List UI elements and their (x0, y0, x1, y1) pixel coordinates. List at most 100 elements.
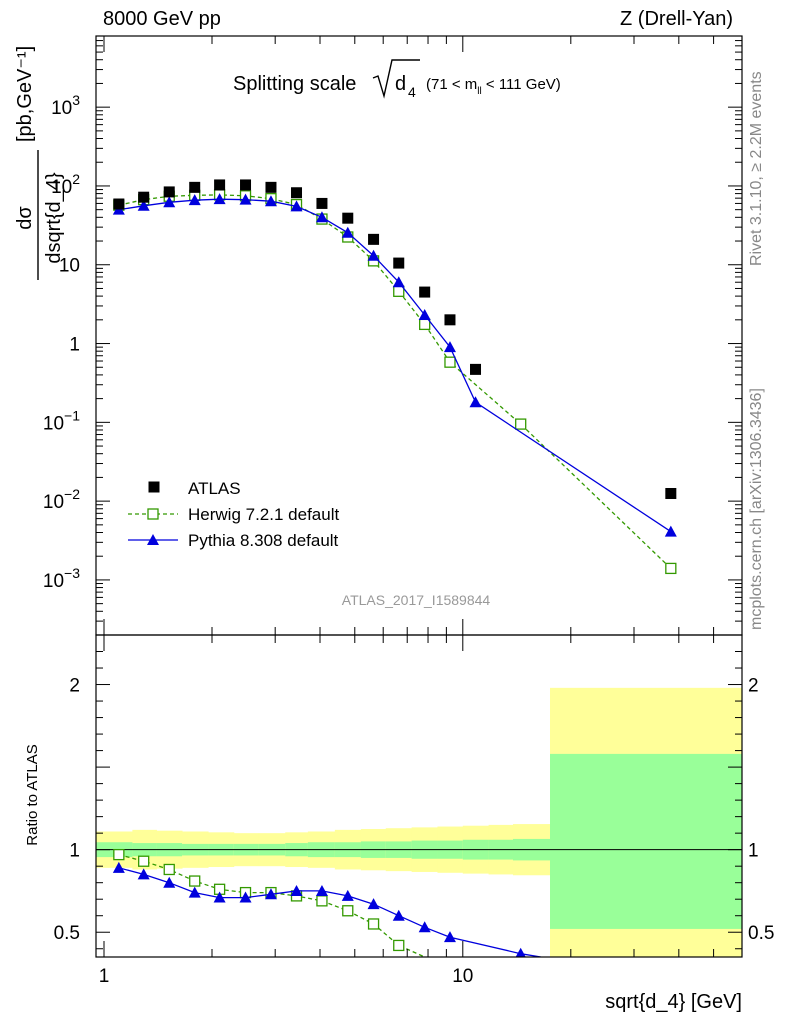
atlas-data-point (316, 197, 328, 209)
y-tick-label: 10 (59, 256, 80, 277)
pythia-ratio-point (443, 931, 456, 943)
ratio-frame (95, 634, 743, 958)
pythia-point (264, 195, 277, 207)
herwig-ratio-point (189, 875, 201, 887)
y-label-denominator: dsqrt{d_4} (43, 172, 65, 264)
pythia-line (118, 198, 672, 533)
legend-atlas-marker (148, 481, 160, 493)
atlas-data-point (240, 179, 252, 191)
pythia-ratio-point (315, 884, 328, 896)
legend-herwig-marker (147, 508, 159, 520)
pythia-point (469, 396, 482, 408)
herwig-ratio-point (138, 855, 150, 867)
atlas-data-point (113, 198, 125, 210)
herwig-ratio-point (367, 918, 380, 930)
pythia-ratio-point (112, 861, 125, 873)
y-axis-label: dσ dsqrt{d_4} [pb,GeV⁻¹] (14, 46, 65, 280)
atlas-data-point (138, 191, 150, 203)
x-tick-label: 10 (452, 966, 473, 987)
pythia-ratio-point (163, 876, 176, 888)
x-axis-label: sqrt{d_4} [GeV] (605, 991, 742, 1013)
legend-pythia-marker (147, 534, 159, 545)
mcplots-label: mcplots.cern.ch [arXiv:1306.3436] (748, 388, 765, 630)
ratio-y-tick-label-right: 2 (748, 676, 759, 697)
pythia-point (392, 276, 405, 288)
main-panel: 10−3 10−2 10−1 1 10 102 103 dσ dsqrt{d_4} [pb,GeV… (14, 35, 743, 636)
herwig-point (393, 285, 405, 297)
title-main: Splitting scale (233, 73, 356, 95)
legend-herwig-label: Herwig 7.2.1 default (188, 505, 339, 524)
pythia-point (163, 196, 176, 208)
pythia-ratio-point (137, 868, 150, 880)
herwig-point (665, 562, 677, 575)
atlas-data-point (163, 186, 175, 198)
pythia-ratio-point (392, 909, 405, 921)
atlas-data-point (189, 181, 201, 193)
uncertainty-band-green (549, 753, 742, 929)
atlas-data-point (342, 212, 354, 224)
y-tick-label: 102 (51, 171, 80, 198)
chart-title: Splitting scale d 4 (71 < mll < 111 GeV) (233, 59, 561, 100)
y-tick-label: 1 (69, 335, 80, 356)
pythia-point (239, 193, 252, 205)
pythia-ratio-point (188, 886, 201, 898)
ratio-y-tick-label-right: 0.5 (748, 923, 774, 944)
title-sqrt-sign (372, 59, 420, 99)
y-tick-label: 10−3 (43, 565, 80, 592)
herwig-ratio-point (113, 848, 125, 861)
pythia-ratio-point (213, 891, 226, 903)
y-tick-label: 103 (51, 92, 80, 119)
pythia-ratio-point (367, 898, 380, 910)
herwig-point (444, 356, 456, 368)
herwig-ratio-point (342, 905, 354, 917)
atlas-data-point (368, 233, 380, 245)
header-left: 8000 GeV pp (103, 8, 221, 30)
ratio-y-tick-label: 2 (69, 676, 80, 697)
y-tick-label: 10−1 (43, 407, 80, 434)
y-label-numerator: dσ (14, 206, 36, 230)
atlas-data-point (291, 187, 303, 199)
pythia-point (137, 199, 150, 211)
pythia-ratio-point (418, 921, 431, 933)
pythia-ratio-point (515, 947, 526, 957)
legend-pythia-label: Pythia 8.308 default (188, 531, 339, 550)
herwig-point (515, 418, 527, 430)
atlas-data-point (419, 286, 431, 298)
title-var-subscript: 4 (408, 84, 416, 100)
ratio-y-tick-label: 0.5 (54, 923, 80, 944)
herwig-line (118, 194, 672, 569)
atlas-data-point (214, 179, 226, 191)
atlas-data-point (470, 363, 482, 375)
header-right: Z (Drell-Yan) (620, 8, 733, 30)
pythia-point (188, 194, 201, 206)
x-tick-label: 1 (99, 966, 110, 987)
pythia-point (418, 309, 431, 321)
legend: ATLAS Herwig 7.2.1 default Pythia 8.308 de… (128, 479, 339, 550)
herwig-ratio-point (393, 939, 405, 952)
ratio-y-tick-label-right: 1 (748, 841, 759, 862)
pythia-ratio-point (290, 884, 303, 896)
y-label-units: [pb,GeV⁻¹] (14, 46, 36, 142)
pythia-point (213, 193, 226, 205)
y-tick-label: 10−2 (43, 486, 80, 513)
ratio-plot-area (96, 687, 742, 957)
ratio-y-axis-label: Ratio to ATLAS (24, 744, 41, 845)
pythia-ratio-point (341, 889, 354, 901)
atlas-data-point (665, 487, 677, 499)
ratio-y-tick-label: 1 (69, 841, 80, 862)
atlas-data-point (393, 257, 405, 269)
pythia-point (315, 211, 328, 223)
pythia-point (367, 249, 380, 261)
pythia-point (443, 341, 456, 353)
atlas-data-point (444, 314, 456, 326)
atlas-data-point (265, 181, 277, 193)
legend-atlas-label: ATLAS (188, 479, 241, 498)
ratio-panel: 0.5 0.5 1 1 2 2 1 10 Ratio to ATLAS sqrt{d_4} [Ge… (24, 634, 774, 1013)
pythia-point (290, 200, 303, 212)
herwig-point (419, 318, 431, 331)
pythia-ratio-point (264, 888, 277, 900)
pythia-ratio-line (118, 867, 541, 957)
pythia-point (341, 226, 354, 238)
pythia-point (664, 525, 677, 537)
